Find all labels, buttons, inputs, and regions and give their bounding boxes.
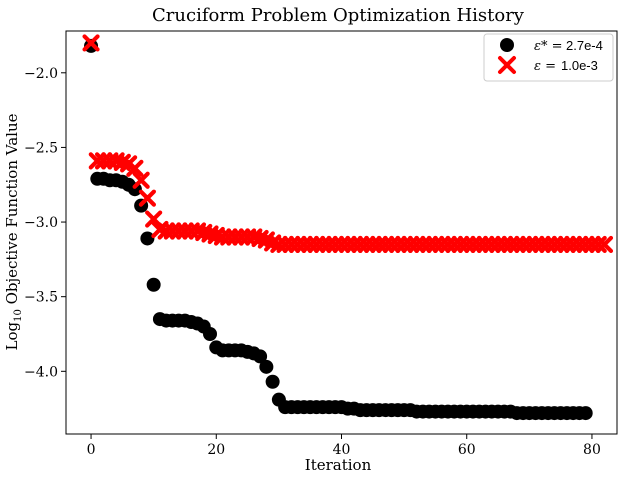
point-eps bbox=[138, 189, 156, 207]
y-tick-label: −2.5 bbox=[24, 140, 58, 156]
legend-circle-marker bbox=[500, 38, 514, 52]
point-eps-star bbox=[203, 326, 218, 341]
legend-label-eps-lhs: ε = bbox=[534, 59, 556, 74]
point-eps-star bbox=[578, 406, 593, 421]
y-axis-label: Log10 Objective Function Value bbox=[3, 113, 24, 350]
legend: ε* = 2.7e-4 ε = 1.0e-3 bbox=[483, 33, 614, 82]
point-eps bbox=[132, 171, 150, 189]
x-tick-label: 40 bbox=[333, 442, 351, 458]
x-tick-label: 80 bbox=[583, 442, 601, 458]
legend-label-eps-star-lhs: ε* = bbox=[534, 39, 563, 54]
point-eps bbox=[126, 159, 144, 177]
y-tick-label: −3.5 bbox=[24, 290, 58, 306]
series-eps-star bbox=[84, 38, 593, 421]
y-tick-label: −4.0 bbox=[24, 364, 58, 380]
point-eps-star bbox=[140, 231, 155, 246]
legend-label-eps-star-rhs: 2.7e-4 bbox=[566, 38, 603, 53]
point-eps bbox=[82, 34, 100, 52]
point-eps-star bbox=[253, 349, 268, 364]
x-tick-label: 0 bbox=[87, 442, 96, 458]
point-eps-star bbox=[84, 38, 99, 53]
legend-label-eps-rhs: 1.0e-3 bbox=[561, 58, 598, 73]
x-tick-label: 60 bbox=[458, 442, 476, 458]
legend-box bbox=[483, 33, 614, 82]
point-eps-star bbox=[146, 277, 161, 292]
y-tick-label: −2.0 bbox=[24, 66, 58, 82]
x-axis: 0 20 40 60 80 bbox=[87, 434, 601, 458]
y-tick-label: −3.0 bbox=[24, 215, 58, 231]
x-axis-label: Iteration bbox=[305, 456, 372, 474]
point-eps bbox=[595, 235, 614, 254]
x-tick-label: 20 bbox=[207, 442, 225, 458]
chart-title: Cruciform Problem Optimization History bbox=[152, 5, 525, 26]
legend-x-marker bbox=[498, 56, 516, 74]
series-eps bbox=[82, 34, 614, 254]
point-eps-star bbox=[259, 359, 274, 374]
point-eps-star bbox=[265, 374, 280, 389]
y-axis: −2.0 −2.5 −3.0 −3.5 −4.0 bbox=[24, 66, 66, 380]
